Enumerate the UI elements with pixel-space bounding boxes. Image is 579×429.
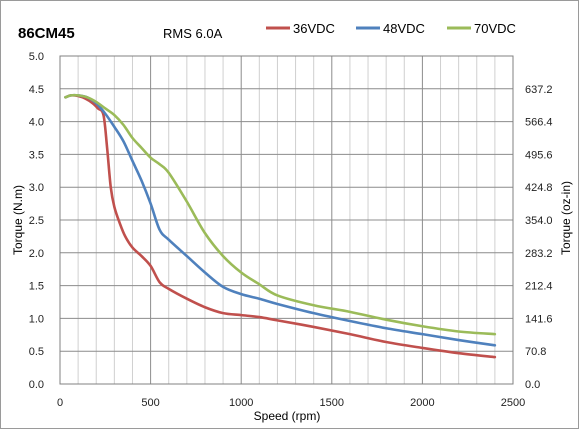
legend: 36VDC 48VDC 70VDC <box>266 21 516 36</box>
y2-tick-label: 637.2 <box>525 84 553 96</box>
y-tick-label: 4.0 <box>29 117 44 129</box>
y2-tick-label: 354.0 <box>525 215 553 227</box>
chart-subtitle: RMS 6.0A <box>163 26 223 41</box>
y-tick-label: 2.0 <box>29 248 44 260</box>
plot-area-frame <box>59 55 514 385</box>
legend-label-48vdc: 48VDC <box>383 21 425 36</box>
legend-label-70vdc: 70VDC <box>474 21 516 36</box>
grid <box>59 55 514 385</box>
y-tick-label: 3.0 <box>29 182 44 194</box>
y-tick-label: 5.0 <box>29 51 44 63</box>
x-tick-label: 0 <box>57 397 63 409</box>
legend-label-36vdc: 36VDC <box>293 21 335 36</box>
y-tick-label: 3.5 <box>29 149 44 161</box>
series-line-36vdc <box>64 93 497 359</box>
y2-tick-label: 70.8 <box>525 346 546 358</box>
x-tick-label: 1500 <box>320 397 344 409</box>
y2-tick-label: 424.8 <box>525 182 553 194</box>
series-layer <box>64 93 497 359</box>
y2-tick-label: 0.0 <box>525 379 540 391</box>
y-tick-label: 2.5 <box>29 215 44 227</box>
y2-tick-label: 283.2 <box>525 248 553 260</box>
x-tick-label: 2000 <box>410 397 434 409</box>
x-axis-label: Speed (rpm) <box>254 409 321 423</box>
y-tick-label: 0.5 <box>29 346 44 358</box>
y2-tick-label: 141.6 <box>525 313 553 325</box>
y-tick-label: 1.5 <box>29 281 44 293</box>
x-tick-label: 1000 <box>229 397 253 409</box>
tick-labels: 0 500 1000 1500 2000 25000.00.51.01.52.02.53.… <box>29 51 553 409</box>
y-tick-label: 0.0 <box>29 379 44 391</box>
y-axis-label: Torque (N.m) <box>11 185 25 255</box>
y2-tick-label: 566.4 <box>525 117 553 129</box>
y2-tick-label: 212.4 <box>525 281 553 293</box>
y-tick-label: 4.5 <box>29 84 44 96</box>
x-tick-label: 2500 <box>501 397 525 409</box>
y2-tick-label: 495.6 <box>525 149 553 161</box>
y2-axis-label: Torque (oz-in) <box>559 181 573 255</box>
series-line-70vdc <box>64 93 497 336</box>
y-tick-label: 1.0 <box>29 313 44 325</box>
chart-title: 86CM45 <box>18 25 75 42</box>
x-tick-label: 500 <box>141 397 159 409</box>
